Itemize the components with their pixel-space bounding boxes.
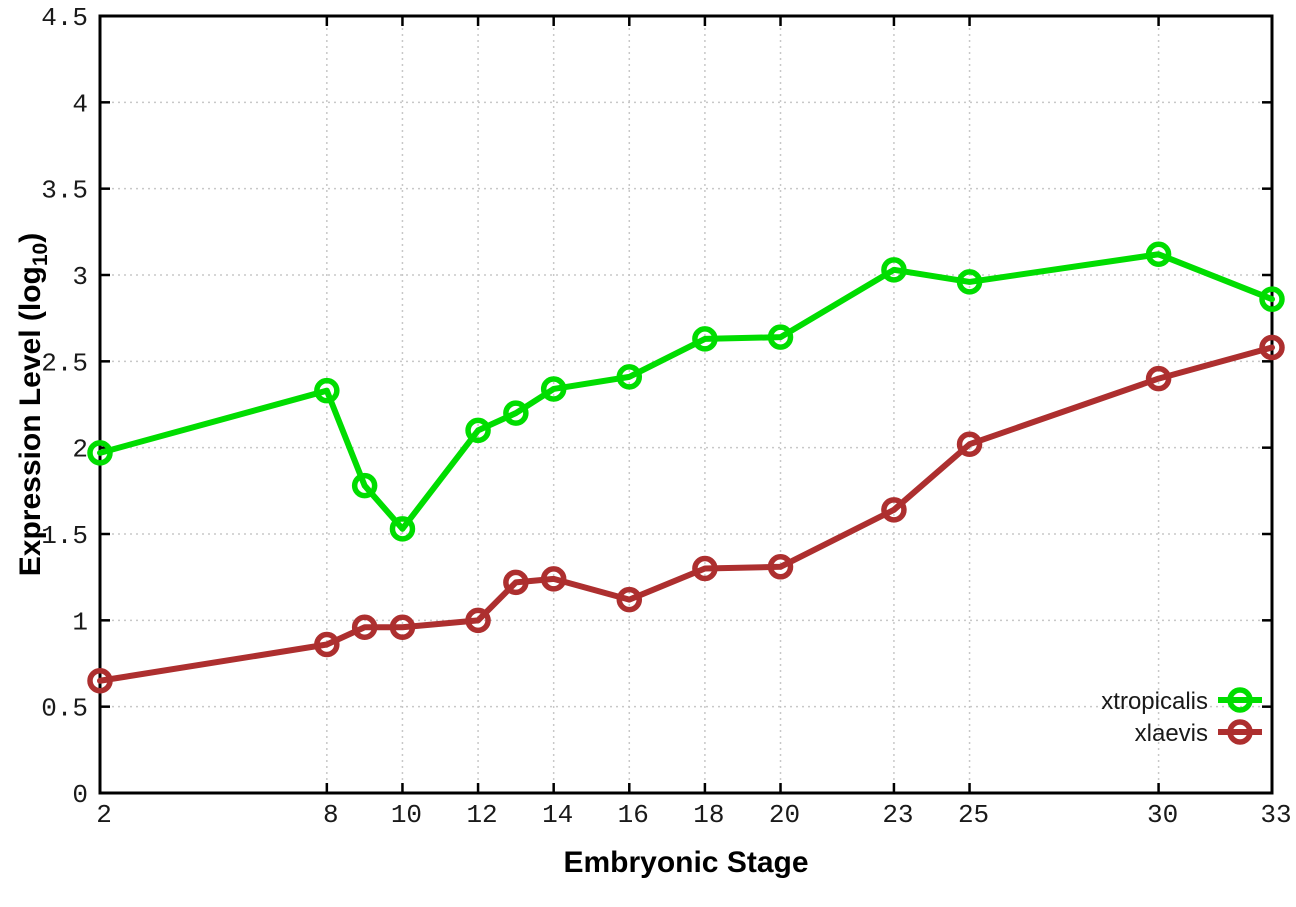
legend-label-xtropicalis: xtropicalis bbox=[1101, 688, 1208, 715]
y-tick-label: 1.5 bbox=[41, 521, 88, 551]
x-tick-label: 12 bbox=[466, 800, 497, 830]
data-point-xlaevis bbox=[881, 497, 907, 523]
y-tick-label: 3.5 bbox=[41, 176, 88, 206]
x-tick-label: 16 bbox=[618, 800, 649, 830]
data-point-xtropicalis bbox=[314, 377, 340, 404]
legend-marker-xtropicalis bbox=[1227, 687, 1253, 713]
x-tick-label: 14 bbox=[542, 800, 573, 830]
x-tick-label: 10 bbox=[391, 800, 422, 830]
x-tick-label: 33 bbox=[1260, 800, 1291, 830]
data-point-xlaevis bbox=[1259, 334, 1285, 361]
series-line-xtropicalis bbox=[97, 251, 1275, 532]
data-point-xlaevis bbox=[503, 569, 529, 596]
x-tick-label: 18 bbox=[693, 800, 724, 830]
x-tick-label: 30 bbox=[1147, 800, 1178, 830]
legend-label-xlaevis: xlaevis bbox=[1135, 720, 1208, 747]
legend-marker-xlaevis bbox=[1227, 719, 1253, 745]
y-tick-label: 4.5 bbox=[41, 3, 88, 33]
data-point-xtropicalis bbox=[956, 269, 983, 295]
x-tick-label: 2 bbox=[96, 800, 112, 830]
data-point-xtropicalis bbox=[389, 516, 416, 542]
data-point-xtropicalis bbox=[351, 472, 378, 499]
data-point-xlaevis bbox=[87, 668, 113, 694]
data-point-xlaevis bbox=[465, 607, 491, 634]
data-point-xtropicalis bbox=[767, 324, 794, 350]
data-point-xlaevis bbox=[1145, 365, 1172, 392]
data-point-xlaevis bbox=[767, 554, 794, 580]
data-point-xlaevis bbox=[956, 431, 983, 457]
x-tick-label: 25 bbox=[958, 800, 989, 830]
y-tick-label: 4 bbox=[72, 89, 88, 119]
y-tick-label: 0.5 bbox=[41, 694, 88, 724]
x-tick-label: 8 bbox=[323, 800, 339, 830]
y-tick-label: 2.5 bbox=[41, 348, 88, 378]
data-point-xtropicalis bbox=[692, 326, 718, 352]
data-point-xlaevis bbox=[389, 614, 416, 640]
data-point-xtropicalis bbox=[881, 257, 907, 283]
data-point-xlaevis bbox=[314, 631, 340, 658]
data-point-xtropicalis bbox=[1145, 241, 1172, 268]
series-line-xlaevis bbox=[97, 344, 1275, 684]
data-point-xlaevis bbox=[692, 555, 718, 582]
data-point-xtropicalis bbox=[465, 417, 491, 444]
data-point-xlaevis bbox=[616, 586, 643, 613]
x-axis-title: Embryonic Stage bbox=[563, 846, 808, 879]
y-tick-label: 1 bbox=[72, 607, 88, 637]
y-tick-label: 0 bbox=[72, 780, 88, 810]
y-tick-label: 3 bbox=[72, 262, 88, 292]
data-point-xtropicalis bbox=[503, 400, 529, 426]
y-tick-label: 2 bbox=[72, 435, 88, 465]
data-point-xtropicalis bbox=[87, 440, 113, 466]
x-tick-label: 23 bbox=[882, 800, 913, 830]
data-point-xtropicalis bbox=[540, 376, 567, 402]
data-point-xtropicalis bbox=[616, 364, 643, 390]
x-tick-label: 20 bbox=[769, 800, 800, 830]
data-point-xlaevis bbox=[351, 614, 378, 640]
y-axis-title: Expression Level (log10) bbox=[14, 233, 52, 576]
plot-border bbox=[98, 14, 1274, 795]
data-point-xlaevis bbox=[540, 566, 567, 592]
data-point-xtropicalis bbox=[1259, 286, 1285, 312]
